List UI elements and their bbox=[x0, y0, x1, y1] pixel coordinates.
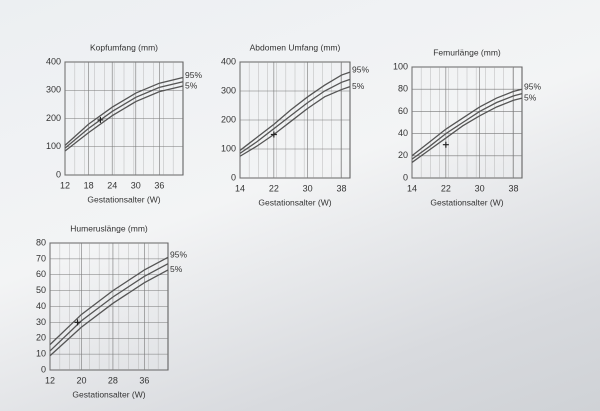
x-axis-label: Gestationsalter (W) bbox=[430, 197, 503, 207]
chart-title: Abdomen Umfang (mm) bbox=[250, 42, 341, 52]
legend-label: 5% bbox=[352, 81, 365, 91]
x-tick-label: 38 bbox=[337, 183, 347, 193]
curve bbox=[49, 269, 169, 357]
y-tick-label: 0 bbox=[403, 172, 408, 182]
chart-title: Kopfumfang (mm) bbox=[90, 42, 158, 52]
curve bbox=[239, 71, 351, 151]
x-tick-label: 38 bbox=[509, 183, 519, 193]
y-tick-label: 100 bbox=[393, 61, 408, 71]
x-tick-label: 24 bbox=[107, 180, 117, 190]
y-tick-label: 40 bbox=[398, 128, 408, 138]
y-tick-label: 60 bbox=[398, 106, 408, 116]
x-tick-label: 12 bbox=[60, 180, 70, 190]
y-tick-label: 400 bbox=[46, 56, 61, 66]
y-tick-label: 200 bbox=[221, 114, 236, 124]
curve bbox=[64, 81, 184, 149]
measurement-marker bbox=[97, 116, 104, 123]
chart-title: Humeruslänge (mm) bbox=[70, 223, 148, 233]
y-tick-label: 50 bbox=[36, 285, 46, 295]
y-tick-label: 30 bbox=[36, 317, 46, 327]
y-tick-label: 0 bbox=[231, 172, 236, 182]
x-tick-label: 28 bbox=[108, 375, 118, 385]
y-tick-label: 0 bbox=[41, 364, 46, 374]
x-axis-label: Gestationsalter (W) bbox=[72, 389, 145, 399]
y-tick-label: 40 bbox=[36, 301, 46, 311]
y-tick-label: 0 bbox=[56, 169, 61, 179]
x-tick-label: 14 bbox=[235, 183, 245, 193]
y-tick-label: 20 bbox=[36, 333, 46, 343]
y-tick-label: 300 bbox=[46, 85, 61, 95]
legend-label: 95% bbox=[352, 64, 369, 74]
y-tick-label: 100 bbox=[46, 141, 61, 151]
curve bbox=[411, 93, 523, 160]
legend-label: 5% bbox=[170, 264, 183, 274]
y-tick-label: 200 bbox=[46, 113, 61, 123]
legend-label: 5% bbox=[524, 92, 537, 102]
x-tick-label: 36 bbox=[139, 375, 149, 385]
legend-label: 95% bbox=[170, 250, 187, 260]
curve bbox=[239, 78, 351, 154]
y-tick-label: 70 bbox=[36, 253, 46, 263]
legend-label: 5% bbox=[185, 80, 198, 90]
curve bbox=[64, 85, 184, 152]
curve bbox=[49, 263, 169, 352]
x-tick-label: 22 bbox=[441, 183, 451, 193]
y-tick-label: 80 bbox=[36, 237, 46, 247]
x-tick-label: 36 bbox=[154, 180, 164, 190]
x-tick-label: 30 bbox=[303, 183, 313, 193]
x-tick-label: 22 bbox=[269, 183, 279, 193]
x-axis-label: Gestationsalter (W) bbox=[258, 197, 331, 207]
curve bbox=[411, 97, 523, 163]
x-tick-label: 30 bbox=[131, 180, 141, 190]
y-tick-label: 10 bbox=[36, 349, 46, 359]
curve bbox=[64, 76, 184, 146]
y-tick-label: 20 bbox=[398, 150, 408, 160]
y-tick-label: 400 bbox=[221, 56, 236, 66]
x-tick-label: 18 bbox=[84, 180, 94, 190]
y-tick-label: 60 bbox=[36, 269, 46, 279]
x-tick-label: 12 bbox=[45, 375, 55, 385]
y-tick-label: 80 bbox=[398, 84, 408, 94]
x-tick-label: 30 bbox=[475, 183, 485, 193]
curve bbox=[49, 256, 169, 346]
legend-label: 95% bbox=[185, 70, 202, 80]
y-tick-label: 100 bbox=[221, 143, 236, 153]
x-tick-label: 14 bbox=[407, 183, 417, 193]
x-tick-label: 20 bbox=[76, 375, 86, 385]
legend-label: 95% bbox=[524, 81, 541, 91]
measurement-marker bbox=[74, 319, 81, 326]
curve bbox=[411, 88, 523, 157]
chart-title: Femurlänge (mm) bbox=[433, 47, 501, 57]
y-tick-label: 300 bbox=[221, 85, 236, 95]
measurement-marker bbox=[442, 141, 449, 148]
measurement-marker bbox=[270, 131, 277, 138]
x-axis-label: Gestationsalter (W) bbox=[87, 194, 160, 204]
curve bbox=[239, 86, 351, 157]
